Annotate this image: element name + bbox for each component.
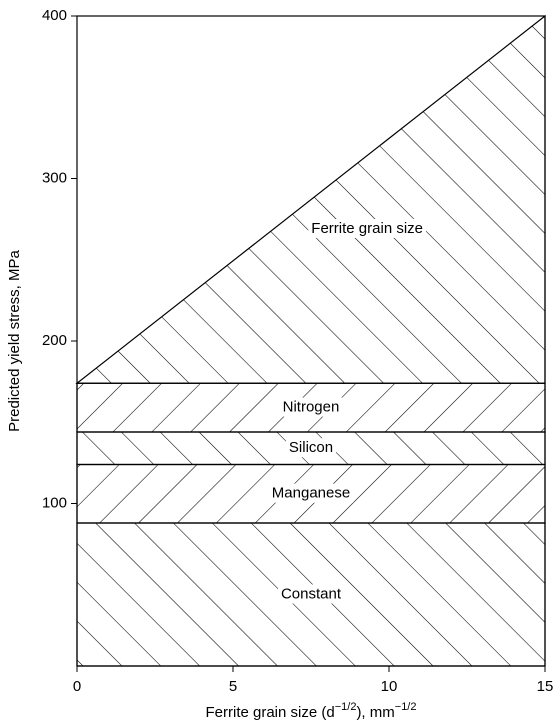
x-axis-label-part: ), mm [356, 704, 394, 721]
series-label: Ferrite grain size [311, 220, 423, 237]
label-background [268, 483, 354, 503]
x-axis-label-part: Ferrite grain size (d [206, 704, 335, 721]
series-label: Nitrogen [283, 399, 340, 416]
x-tick-label: 5 [229, 678, 237, 695]
x-axis-label-sup: −1/2 [335, 701, 357, 713]
y-tick-label: 100 [42, 494, 67, 511]
area [75, 14, 546, 384]
label-background [279, 397, 343, 417]
x-tick-label: 0 [73, 678, 81, 695]
label-background [308, 218, 427, 238]
label-background [285, 438, 337, 458]
y-tick-label: 200 [42, 332, 67, 349]
x-tick-label: 10 [381, 678, 398, 695]
series-label: Constant [281, 585, 342, 602]
y-axis-label: Predicted yield stress, MPa [6, 249, 23, 431]
series-label: Silicon [289, 439, 333, 456]
x-axis-label-sup: −1/2 [395, 701, 417, 713]
label-background [277, 584, 345, 604]
x-axis-label: Ferrite grain size (d−1/2), mm−1/2 [206, 701, 417, 721]
series-label: Manganese [272, 485, 350, 502]
y-tick-label: 300 [42, 169, 67, 186]
y-tick-label: 400 [42, 7, 67, 24]
x-tick-label: 15 [537, 678, 554, 695]
